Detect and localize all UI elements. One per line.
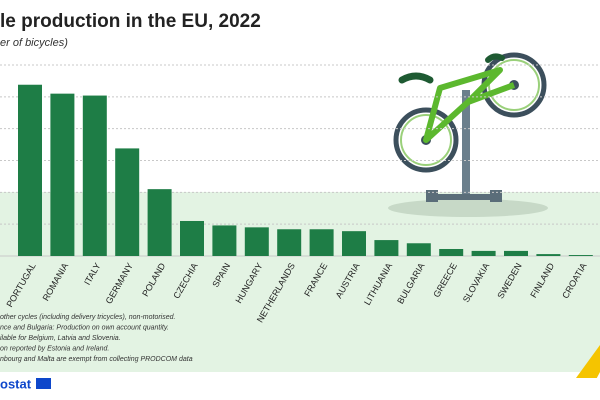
bar bbox=[212, 225, 237, 256]
bar bbox=[82, 95, 107, 256]
eu-flag bbox=[36, 378, 51, 389]
bar bbox=[342, 231, 366, 256]
bar bbox=[244, 227, 269, 256]
bar bbox=[309, 229, 334, 256]
footnote: other cycles (including delivery tricycl… bbox=[0, 314, 176, 321]
bar bbox=[147, 189, 172, 256]
footer bbox=[0, 378, 600, 400]
bar bbox=[18, 84, 42, 256]
bar bbox=[568, 255, 593, 256]
chart-title: le production in the EU, 2022 bbox=[0, 11, 261, 32]
bar bbox=[536, 254, 561, 256]
source-logo: ostat bbox=[0, 376, 32, 391]
bar bbox=[50, 93, 75, 257]
bar bbox=[406, 243, 431, 256]
bar bbox=[504, 250, 528, 256]
bar bbox=[180, 220, 204, 256]
bar bbox=[277, 229, 302, 256]
bar bbox=[471, 250, 496, 256]
bike-illustration bbox=[388, 52, 548, 217]
bar bbox=[439, 248, 464, 256]
bar bbox=[115, 148, 140, 256]
chart-subtitle: er of bicycles) bbox=[0, 37, 68, 49]
footnote: nce and Bulgaria: Production on own acco… bbox=[0, 324, 169, 331]
footnote: on reported by Estonia and Ireland. bbox=[0, 345, 109, 352]
bar bbox=[374, 240, 399, 256]
footnote: nbourg and Malta are exempt from collect… bbox=[0, 356, 193, 363]
footnote: ilable for Belgium, Latvia and Slovenia. bbox=[0, 335, 121, 342]
